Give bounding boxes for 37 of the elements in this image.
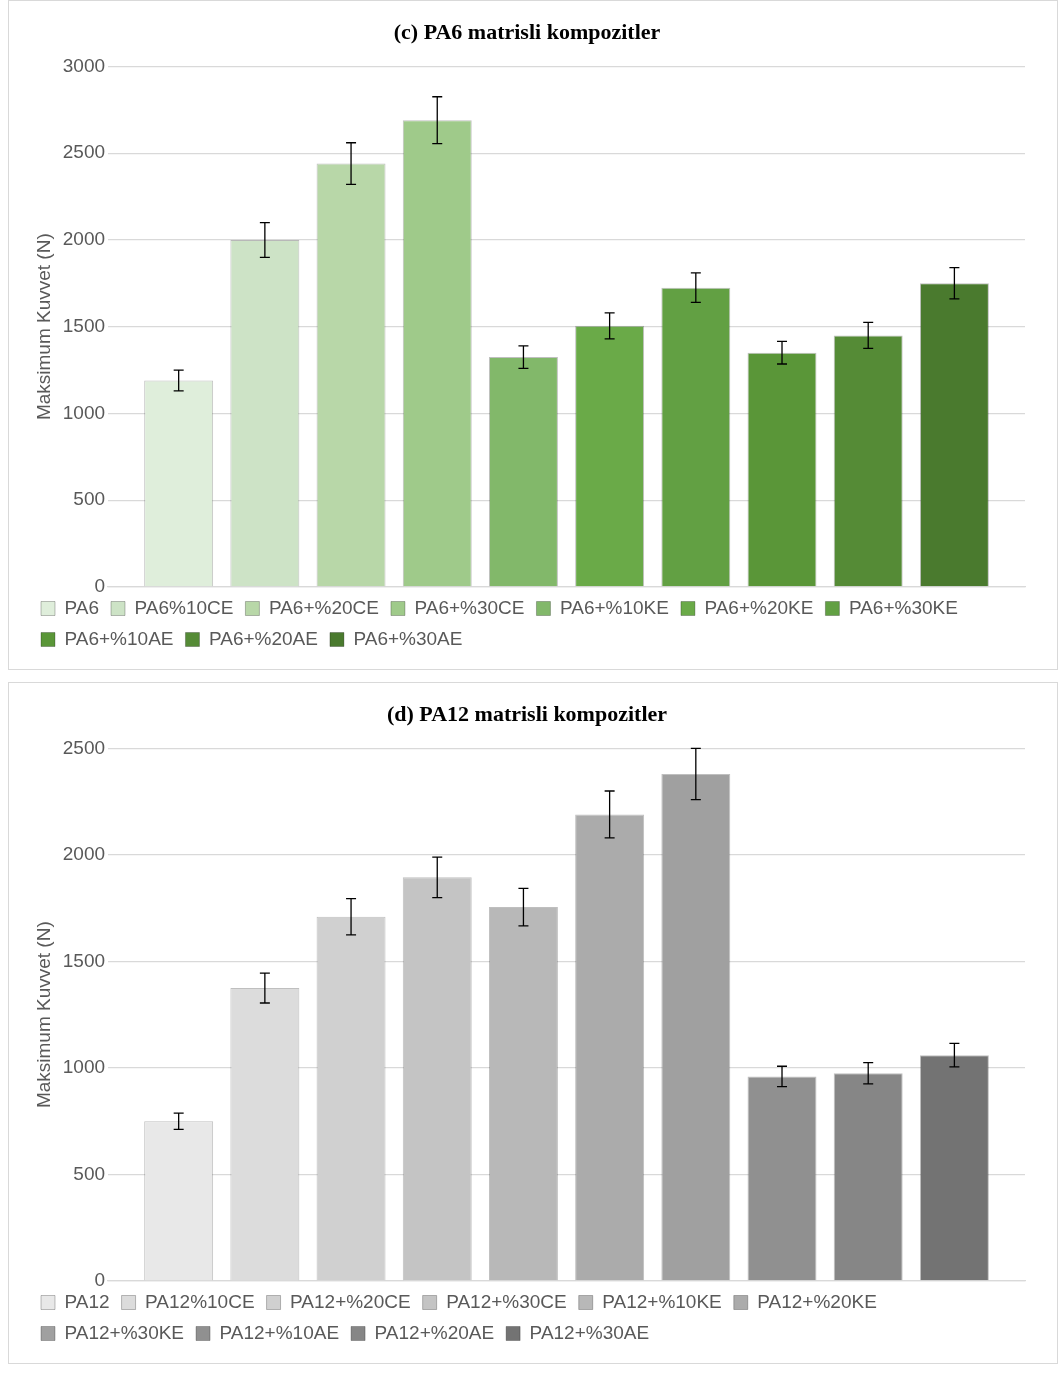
- y-tick-label: 3000: [62, 54, 106, 76]
- chart-title: (c) PA6 matrisli kompozitler: [393, 18, 661, 44]
- legend-label: PA12+%20AE: [374, 1321, 495, 1343]
- legend-label: PA12+%20KE: [757, 1290, 877, 1312]
- legend-label: PA12+%10KE: [602, 1290, 722, 1312]
- y-tick-label: 1500: [62, 314, 106, 336]
- y-tick-label: 2000: [62, 228, 106, 250]
- legend-label: PA12+%30AE: [529, 1321, 650, 1343]
- legend-label: PA6+%10KE: [559, 596, 669, 618]
- y-tick-label: 2500: [62, 736, 106, 758]
- y-tick-label: 1000: [62, 1056, 106, 1078]
- legend-label: PA6+%20CE: [268, 596, 379, 618]
- legend-label: PA6+%20KE: [704, 596, 814, 618]
- y-tick-label: 0: [94, 575, 106, 597]
- y-tick-label: 1000: [62, 401, 106, 423]
- y-tick-label: 0: [94, 1269, 106, 1291]
- legend-label: PA6: [64, 596, 100, 618]
- legend-label: PA12+%30KE: [64, 1321, 185, 1343]
- legend-label: PA6+%30CE: [414, 596, 525, 618]
- legend-label: PA12+%20CE: [290, 1290, 411, 1312]
- y-tick-label: 500: [73, 488, 106, 510]
- y-tick-label: 2500: [62, 141, 106, 163]
- legend-label: PA6+%30AE: [353, 627, 463, 649]
- legend-label: PA6+%30KE: [848, 596, 958, 618]
- y-tick-label: 2000: [62, 843, 106, 865]
- y-axis-title: Maksimum Kuvvet (N): [32, 921, 54, 1109]
- legend-label: PA6+%10AE: [64, 627, 174, 649]
- legend-label: PA12+%10AE: [219, 1321, 340, 1343]
- y-axis-title: Maksimum Kuvvet (N): [32, 233, 54, 421]
- legend-label: PA6%10CE: [134, 596, 234, 618]
- legend-label: PA6+%20AE: [208, 627, 318, 649]
- chart-title: (d) PA12 matrisli kompozitler: [386, 700, 668, 726]
- y-tick-label: 500: [73, 1162, 106, 1184]
- y-tick-label: 1500: [62, 949, 106, 971]
- legend-label: PA12%10CE: [145, 1290, 255, 1312]
- legend-label: PA12: [64, 1290, 110, 1312]
- legend-label: PA12+%30CE: [446, 1290, 567, 1312]
